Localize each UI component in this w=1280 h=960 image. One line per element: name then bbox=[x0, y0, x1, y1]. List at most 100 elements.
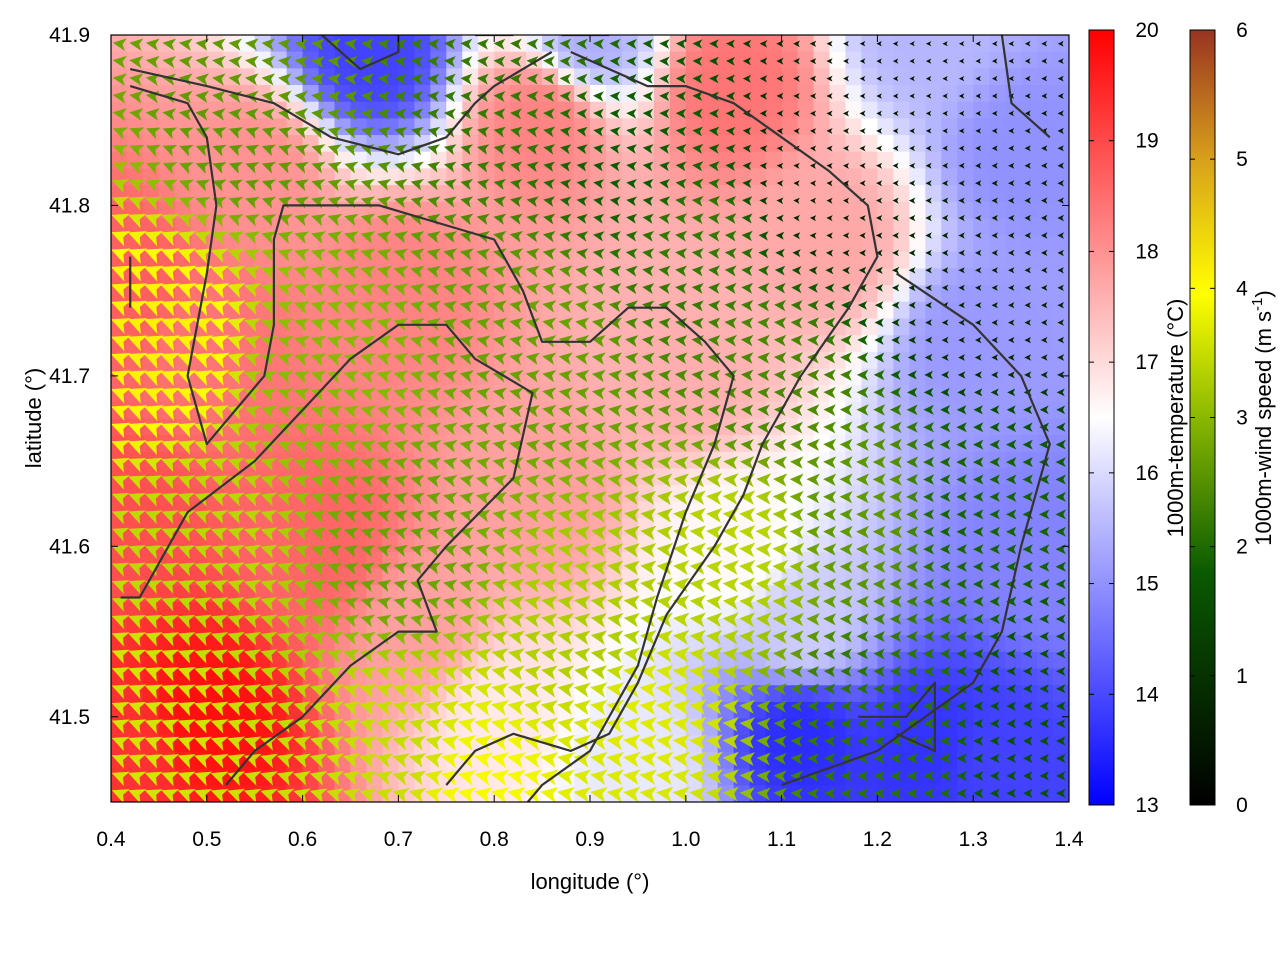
heatmap-cell bbox=[973, 368, 990, 386]
heatmap-cell bbox=[302, 635, 320, 653]
heatmap-cell bbox=[1053, 485, 1069, 503]
heatmap-cell bbox=[893, 235, 910, 253]
heatmap-cell bbox=[366, 118, 384, 136]
heatmap-cell bbox=[989, 68, 1006, 86]
heatmap-cell bbox=[941, 601, 958, 620]
heatmap-cell bbox=[334, 68, 352, 86]
heatmap-cell bbox=[909, 485, 926, 503]
heatmap-cell bbox=[957, 185, 974, 203]
heatmap-cell bbox=[989, 101, 1006, 119]
heatmap-cell bbox=[925, 368, 942, 386]
heatmap-cell bbox=[813, 68, 831, 86]
heatmap-cell bbox=[813, 135, 831, 153]
heatmap-cell bbox=[446, 35, 463, 53]
heatmap-cell bbox=[414, 201, 431, 220]
heatmap-cell bbox=[1005, 185, 1022, 203]
heatmap-cell bbox=[925, 468, 942, 486]
heatmap-cell bbox=[334, 668, 352, 686]
heatmap-cell bbox=[286, 218, 304, 236]
heatmap-cell bbox=[909, 85, 926, 103]
heatmap-cell bbox=[957, 218, 974, 236]
heatmap-cell bbox=[973, 251, 990, 270]
heatmap-cell bbox=[989, 318, 1006, 336]
heatmap-cell bbox=[909, 335, 926, 353]
heatmap-cell bbox=[462, 401, 479, 420]
heatmap-cell bbox=[350, 285, 368, 303]
heatmap-cell bbox=[925, 85, 942, 103]
heatmap-cell bbox=[446, 85, 463, 103]
heatmap-cell bbox=[238, 601, 256, 620]
plot-area: 0.4 0.5 0.6 0.7 0.8 0.9 1.0 1.1 1.2 1.3 1.4 41.541… bbox=[49, 24, 1084, 851]
heatmap-cell bbox=[797, 218, 815, 236]
heatmap-cell bbox=[494, 201, 511, 220]
heatmap-cell bbox=[318, 68, 336, 86]
heatmap-cell bbox=[877, 118, 894, 136]
heatmap-cell bbox=[111, 101, 128, 119]
heatmap-cell bbox=[222, 218, 240, 236]
heatmap-cell bbox=[462, 235, 479, 253]
heatmap-cell bbox=[111, 601, 128, 620]
heatmap-cell bbox=[334, 251, 352, 270]
heatmap-cell bbox=[1053, 335, 1069, 353]
heatmap-cell bbox=[765, 218, 783, 236]
heatmap-cell bbox=[430, 401, 447, 420]
heatmap-cell bbox=[957, 85, 974, 103]
heatmap-cell bbox=[318, 251, 336, 270]
heatmap-cell bbox=[829, 151, 847, 169]
heatmap-cell bbox=[845, 35, 863, 53]
heatmap-cell bbox=[1021, 85, 1038, 103]
heatmap-cell bbox=[605, 85, 623, 103]
heatmap-cell bbox=[797, 85, 815, 103]
heatmap-cell bbox=[222, 201, 240, 220]
heatmap-cell bbox=[877, 101, 894, 119]
heatmap-cell bbox=[845, 218, 863, 236]
heatmap-cell bbox=[845, 151, 863, 169]
heatmap-cell bbox=[1053, 218, 1069, 236]
heatmap-cell bbox=[334, 285, 352, 303]
heatmap-cell bbox=[494, 218, 511, 236]
heatmap-cell bbox=[989, 151, 1006, 169]
heatmap-cell bbox=[829, 51, 847, 69]
heatmap-cell bbox=[909, 235, 926, 253]
heatmap-cell bbox=[350, 235, 368, 253]
heatmap-cell bbox=[925, 485, 942, 503]
heatmap-cell bbox=[813, 251, 831, 270]
heatmap-cell bbox=[446, 51, 463, 69]
heatmap-cell bbox=[111, 668, 128, 686]
heatmap-cell bbox=[478, 368, 495, 386]
heatmap-cell bbox=[813, 101, 831, 119]
heatmap-cell bbox=[957, 251, 974, 270]
heatmap-cell bbox=[334, 601, 352, 620]
heatmap-cell bbox=[877, 235, 894, 253]
heatmap-cell bbox=[286, 635, 304, 653]
heatmap-cell bbox=[925, 135, 942, 153]
heatmap-cell bbox=[765, 68, 783, 86]
heatmap-cell bbox=[941, 318, 958, 336]
heatmap-cell bbox=[861, 85, 878, 103]
heatmap-cell bbox=[973, 385, 990, 403]
heatmap-cell bbox=[462, 585, 479, 603]
heatmap-cell bbox=[590, 101, 607, 119]
heatmap-cell bbox=[286, 235, 304, 253]
heatmap-cell bbox=[302, 218, 320, 236]
heatmap-cell bbox=[350, 218, 368, 236]
heatmap-cell bbox=[861, 101, 878, 119]
heatmap-cell bbox=[941, 735, 958, 753]
heatmap-cell bbox=[941, 218, 958, 236]
heatmap-cell bbox=[925, 251, 942, 270]
heatmap-cell bbox=[749, 85, 767, 103]
heatmap-cell bbox=[270, 68, 288, 86]
heatmap-cell bbox=[765, 85, 783, 103]
heatmap-cell bbox=[781, 118, 799, 136]
heatmap-cell bbox=[494, 185, 511, 203]
heatmap-cell bbox=[893, 68, 910, 86]
heatmap-cell bbox=[1021, 101, 1038, 119]
heatmap-cell bbox=[637, 118, 655, 136]
heatmap-cell bbox=[925, 718, 942, 736]
heatmap-cell bbox=[334, 485, 352, 503]
heatmap-cell bbox=[1053, 351, 1069, 370]
heatmap-cell bbox=[302, 468, 320, 486]
heatmap-cell bbox=[829, 101, 847, 119]
heatmap-cell bbox=[941, 135, 958, 153]
heatmap-cell bbox=[366, 468, 384, 486]
